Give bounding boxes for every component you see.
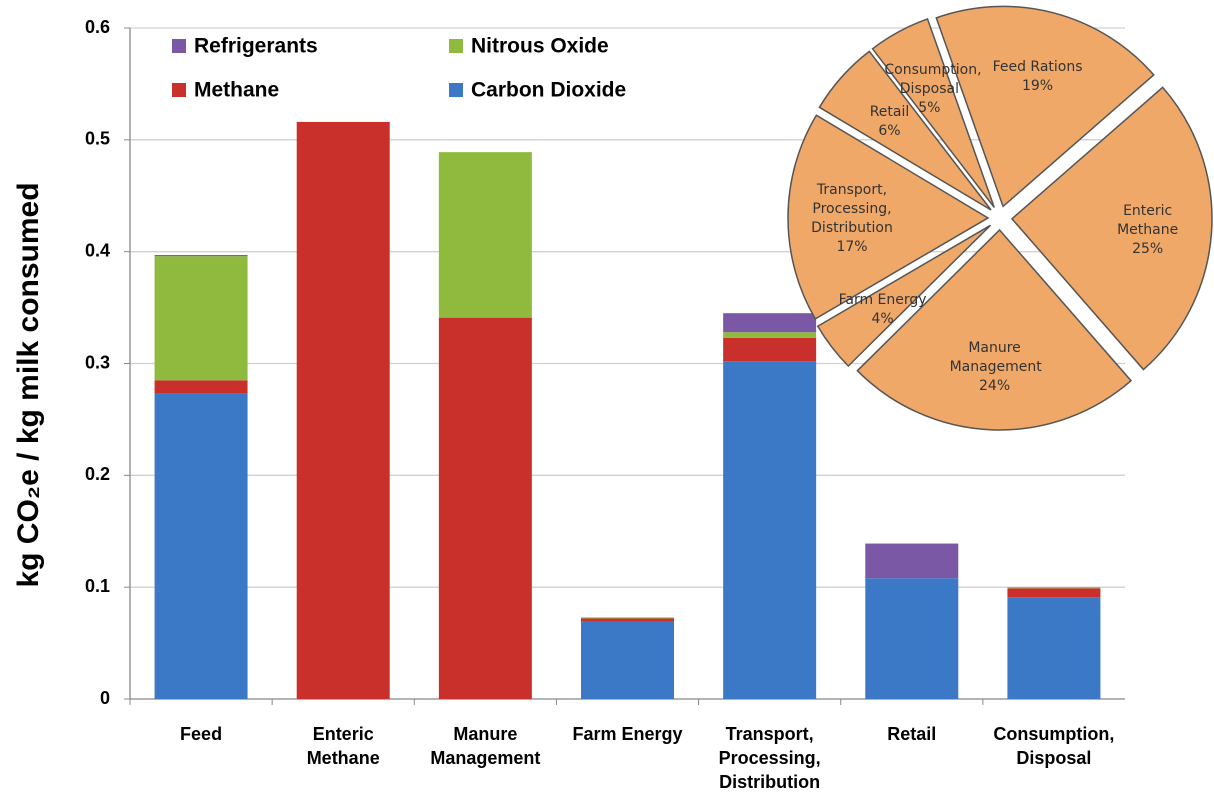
bar-segment [581,617,674,619]
pie-label: Consumption, Disposal 5% [869,48,989,132]
y-tick-label: 0.5 [85,129,110,149]
pie-label: Enteric Methane 25% [1088,188,1208,272]
x-tick-label: Transport, Processing, Distribution [718,724,821,792]
x-tick-label-box: Retail [887,724,937,744]
bar-segment [154,380,248,394]
pie-category-label: Consumption, Disposal [884,62,982,98]
legend-swatch [172,39,186,53]
bar-segment [723,361,817,699]
bar-segment [723,313,817,333]
legend-label: Nitrous Oxide [471,35,609,58]
bar-segment [581,621,674,699]
pie-slice [1010,86,1213,371]
pie-category-label: Enteric Methane [1117,202,1179,238]
pie-category-label: Retail [869,103,910,120]
y-tick-label: 0 [100,688,110,708]
x-tick-label-box: Manure Management [430,724,541,768]
bar-segment [438,317,532,699]
legend-label: Carbon Dioxide [471,79,626,102]
legend-label: Refrigerants [194,35,318,58]
pie-label-box: Feed Rations 19% [978,35,1098,119]
bar-segment [723,332,817,338]
x-tick-label-box: Transport, Processing, Distribution [718,724,821,792]
x-tick-label-box: Feed [180,724,223,744]
pie-slice [818,50,992,211]
x-tick-label-box: Farm Energy [572,724,683,744]
pie-label: Feed Rations 19% [978,35,1098,119]
legend-label: Methane [194,79,279,102]
pie-slice [787,114,990,320]
pie-label-box: Farm Energy 4% [823,268,943,352]
legend-swatch [172,83,186,97]
pie-label: Farm Energy 4% [823,268,943,352]
bar-segment [1007,588,1101,598]
y-tick-label: 0.2 [85,464,110,484]
bar-segment [296,121,390,699]
legend-swatch [449,39,463,53]
x-tick-label: Farm Energy [572,724,683,744]
y-tick-label: 0.1 [85,576,110,596]
pie-slice [856,228,1133,431]
pie-label: Transport, Processing, Distribution 17% [792,177,912,261]
bar-segment [154,393,248,699]
x-tick-label: Feed [180,724,223,744]
bar-segment [154,256,248,381]
x-tick-label-box: Enteric Methane [306,724,380,768]
pie-value-label: 17% [836,239,868,256]
x-tick-label: Retail [887,724,937,744]
pie-label: Manure Management 24% [935,326,1055,410]
pie-label: Retail 6% [829,80,949,164]
pie-value-label: 25% [1132,240,1164,257]
bar-segment [1007,597,1101,699]
bar-segment [581,618,674,622]
y-tick-label: 0.6 [85,17,110,37]
bar-segment [438,152,532,318]
pie-label-box: Manure Management 24% [935,326,1055,410]
pie-label-box: Consumption, Disposal 5% [869,48,989,132]
bar-segment [865,578,959,699]
x-tick-label: Manure Management [430,724,541,768]
pie-value-label: 19% [1021,77,1054,94]
bar-segment [1007,587,1101,589]
pie-value-label: 5% [918,100,941,117]
y-axis-title: kg CO₂e / kg milk consumed [12,182,45,587]
pie-value-label: 4% [871,311,894,328]
pie-label-box: Retail 6% [829,80,949,164]
pie-category-label: Feed Rations [992,58,1083,75]
x-tick-label: Consumption, Disposal [993,724,1115,768]
pie-value-label: 24% [979,378,1011,395]
x-tick-label: Enteric Methane [306,724,380,768]
pie-label-box: Transport, Processing, Distribution 17% [792,177,912,261]
bar-segment [154,255,248,257]
bar-segment [723,337,817,362]
bar-segment [865,543,959,579]
pie [787,5,1213,431]
y-tick-label: 0.4 [85,240,110,260]
pie-category-label: Transport, Processing, Distribution [811,182,893,237]
pie-value-label: 6% [878,122,901,139]
x-tick-label-box: Consumption, Disposal [993,724,1115,768]
pie-category-label: Farm Energy [838,292,927,309]
y-tick-label: 0.3 [85,352,110,372]
pie-slice [871,17,995,208]
legend-swatch [449,83,463,97]
pie-label-box: Enteric Methane 25% [1088,188,1208,272]
pie-slice [935,5,1155,208]
pie-category-label: Manure Management [949,340,1042,376]
pie-slice [816,224,992,368]
